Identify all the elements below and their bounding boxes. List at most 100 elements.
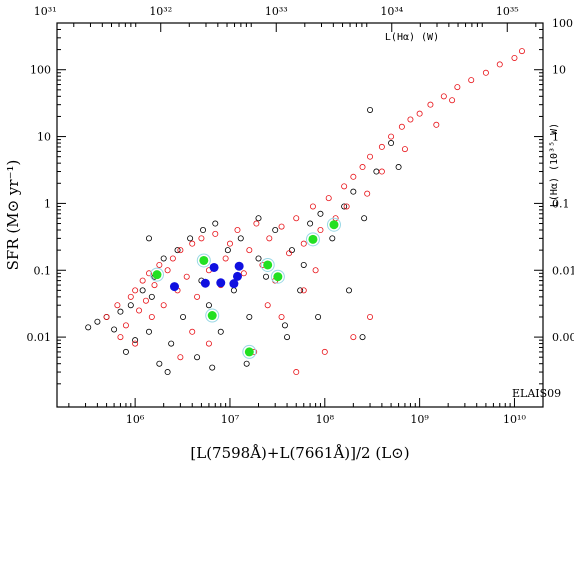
red-data-point [401,146,408,153]
plot-frame [56,22,544,408]
blue-data-point [229,279,239,289]
red-data-point [189,328,196,335]
black-data-point [117,308,124,315]
red-data-point [440,93,447,100]
blue-data-point [200,278,210,288]
red-data-point [286,250,293,257]
red-data-point [300,287,307,294]
red-data-point [226,240,233,247]
red-data-point [321,348,328,355]
x-axis-title: [L(7598Å)+L(7661Å)]/2 (L⊙) [190,444,409,462]
black-data-point [361,215,368,222]
black-data-point [288,247,295,254]
red-data-point [139,277,146,284]
red-data-point [378,168,385,175]
black-data-point [329,235,336,242]
red-data-point [114,302,121,309]
black-data-point [212,220,219,227]
green-point-halo [242,344,257,359]
red-data-point [189,240,196,247]
green-point-halo [149,267,164,282]
red-data-point [482,69,489,76]
panel-label: ELAIS09 [512,387,561,400]
red-data-point [343,203,350,210]
red-data-point [518,48,525,55]
right-tick-label: 0.001 [552,331,574,344]
top-tick-label: 10³⁵ [496,5,519,18]
black-data-point [145,235,152,242]
black-data-point [345,287,352,294]
red-data-point [240,270,247,277]
black-data-point [373,168,380,175]
right-tick-label: 1 [552,131,559,144]
black-data-point [200,227,207,234]
right-axis-title: L(Hα) (10³⁵ W) [549,123,560,207]
red-data-point [341,183,348,190]
black-data-point [350,188,357,195]
black-data-point [132,337,139,344]
y-tick-label: 0.01 [27,331,52,344]
top-tick-label: 10³⁴ [380,5,403,18]
red-data-point [454,84,461,91]
black-data-point [180,313,187,320]
red-data-point [132,340,139,347]
red-data-point [350,334,357,341]
red-data-point [325,195,332,202]
right-tick-label: 0.01 [552,264,574,277]
blue-data-point [209,262,219,272]
red-data-point [266,235,273,242]
black-data-point [174,247,181,254]
red-data-point [449,97,456,104]
blue-data-point [169,282,179,292]
x-tick-label: 10⁹ [410,413,429,426]
black-data-point [205,302,212,309]
red-data-point [378,143,385,150]
red-data-point [122,322,129,329]
black-data-point [156,360,163,367]
black-data-point [341,203,348,210]
black-data-point [217,328,224,335]
red-data-point [350,173,357,180]
red-data-point [205,340,212,347]
red-data-point [300,240,307,247]
red-data-point [212,230,219,237]
red-data-point [169,255,176,262]
black-data-point [111,326,118,333]
red-data-point [367,313,374,320]
red-data-point [103,313,110,320]
red-data-point [264,302,271,309]
black-data-point [263,273,270,280]
y-tick-label: 1 [44,197,51,210]
black-data-point [272,227,279,234]
top-tick-label: 10³¹ [34,5,57,18]
red-data-point [278,313,285,320]
red-data-point [309,203,316,210]
black-data-point [317,210,324,217]
black-data-point [284,334,291,341]
red-data-point [142,297,149,304]
red-data-point [194,293,201,300]
red-data-point [148,313,155,320]
green-data-point [263,260,273,270]
y-tick-label: 0.1 [34,264,52,277]
black-data-point [209,364,216,371]
red-data-point [359,164,366,171]
green-data-point [308,234,318,244]
black-data-point [237,235,244,242]
black-data-point [122,348,129,355]
x-tick-label: 10¹⁰ [503,413,526,426]
green-data-point [199,255,209,265]
red-data-point [427,101,434,108]
axis-ticks: 10⁶10⁷10⁸10⁹10¹⁰10³¹10³²10³³10³⁴10³⁵10³⁶… [27,5,574,426]
black-data-point [224,247,231,254]
right-tick-label: 100 [552,17,573,30]
blue-data-point [216,278,226,288]
right-tick-label: 10 [552,64,566,77]
x-tick-label: 10⁶ [126,413,145,426]
black-data-point [307,220,314,227]
red-data-point [156,261,163,268]
black-data-point [164,369,171,376]
green-data-point [273,272,283,282]
black-data-point [194,354,201,361]
red-data-point [364,190,371,197]
